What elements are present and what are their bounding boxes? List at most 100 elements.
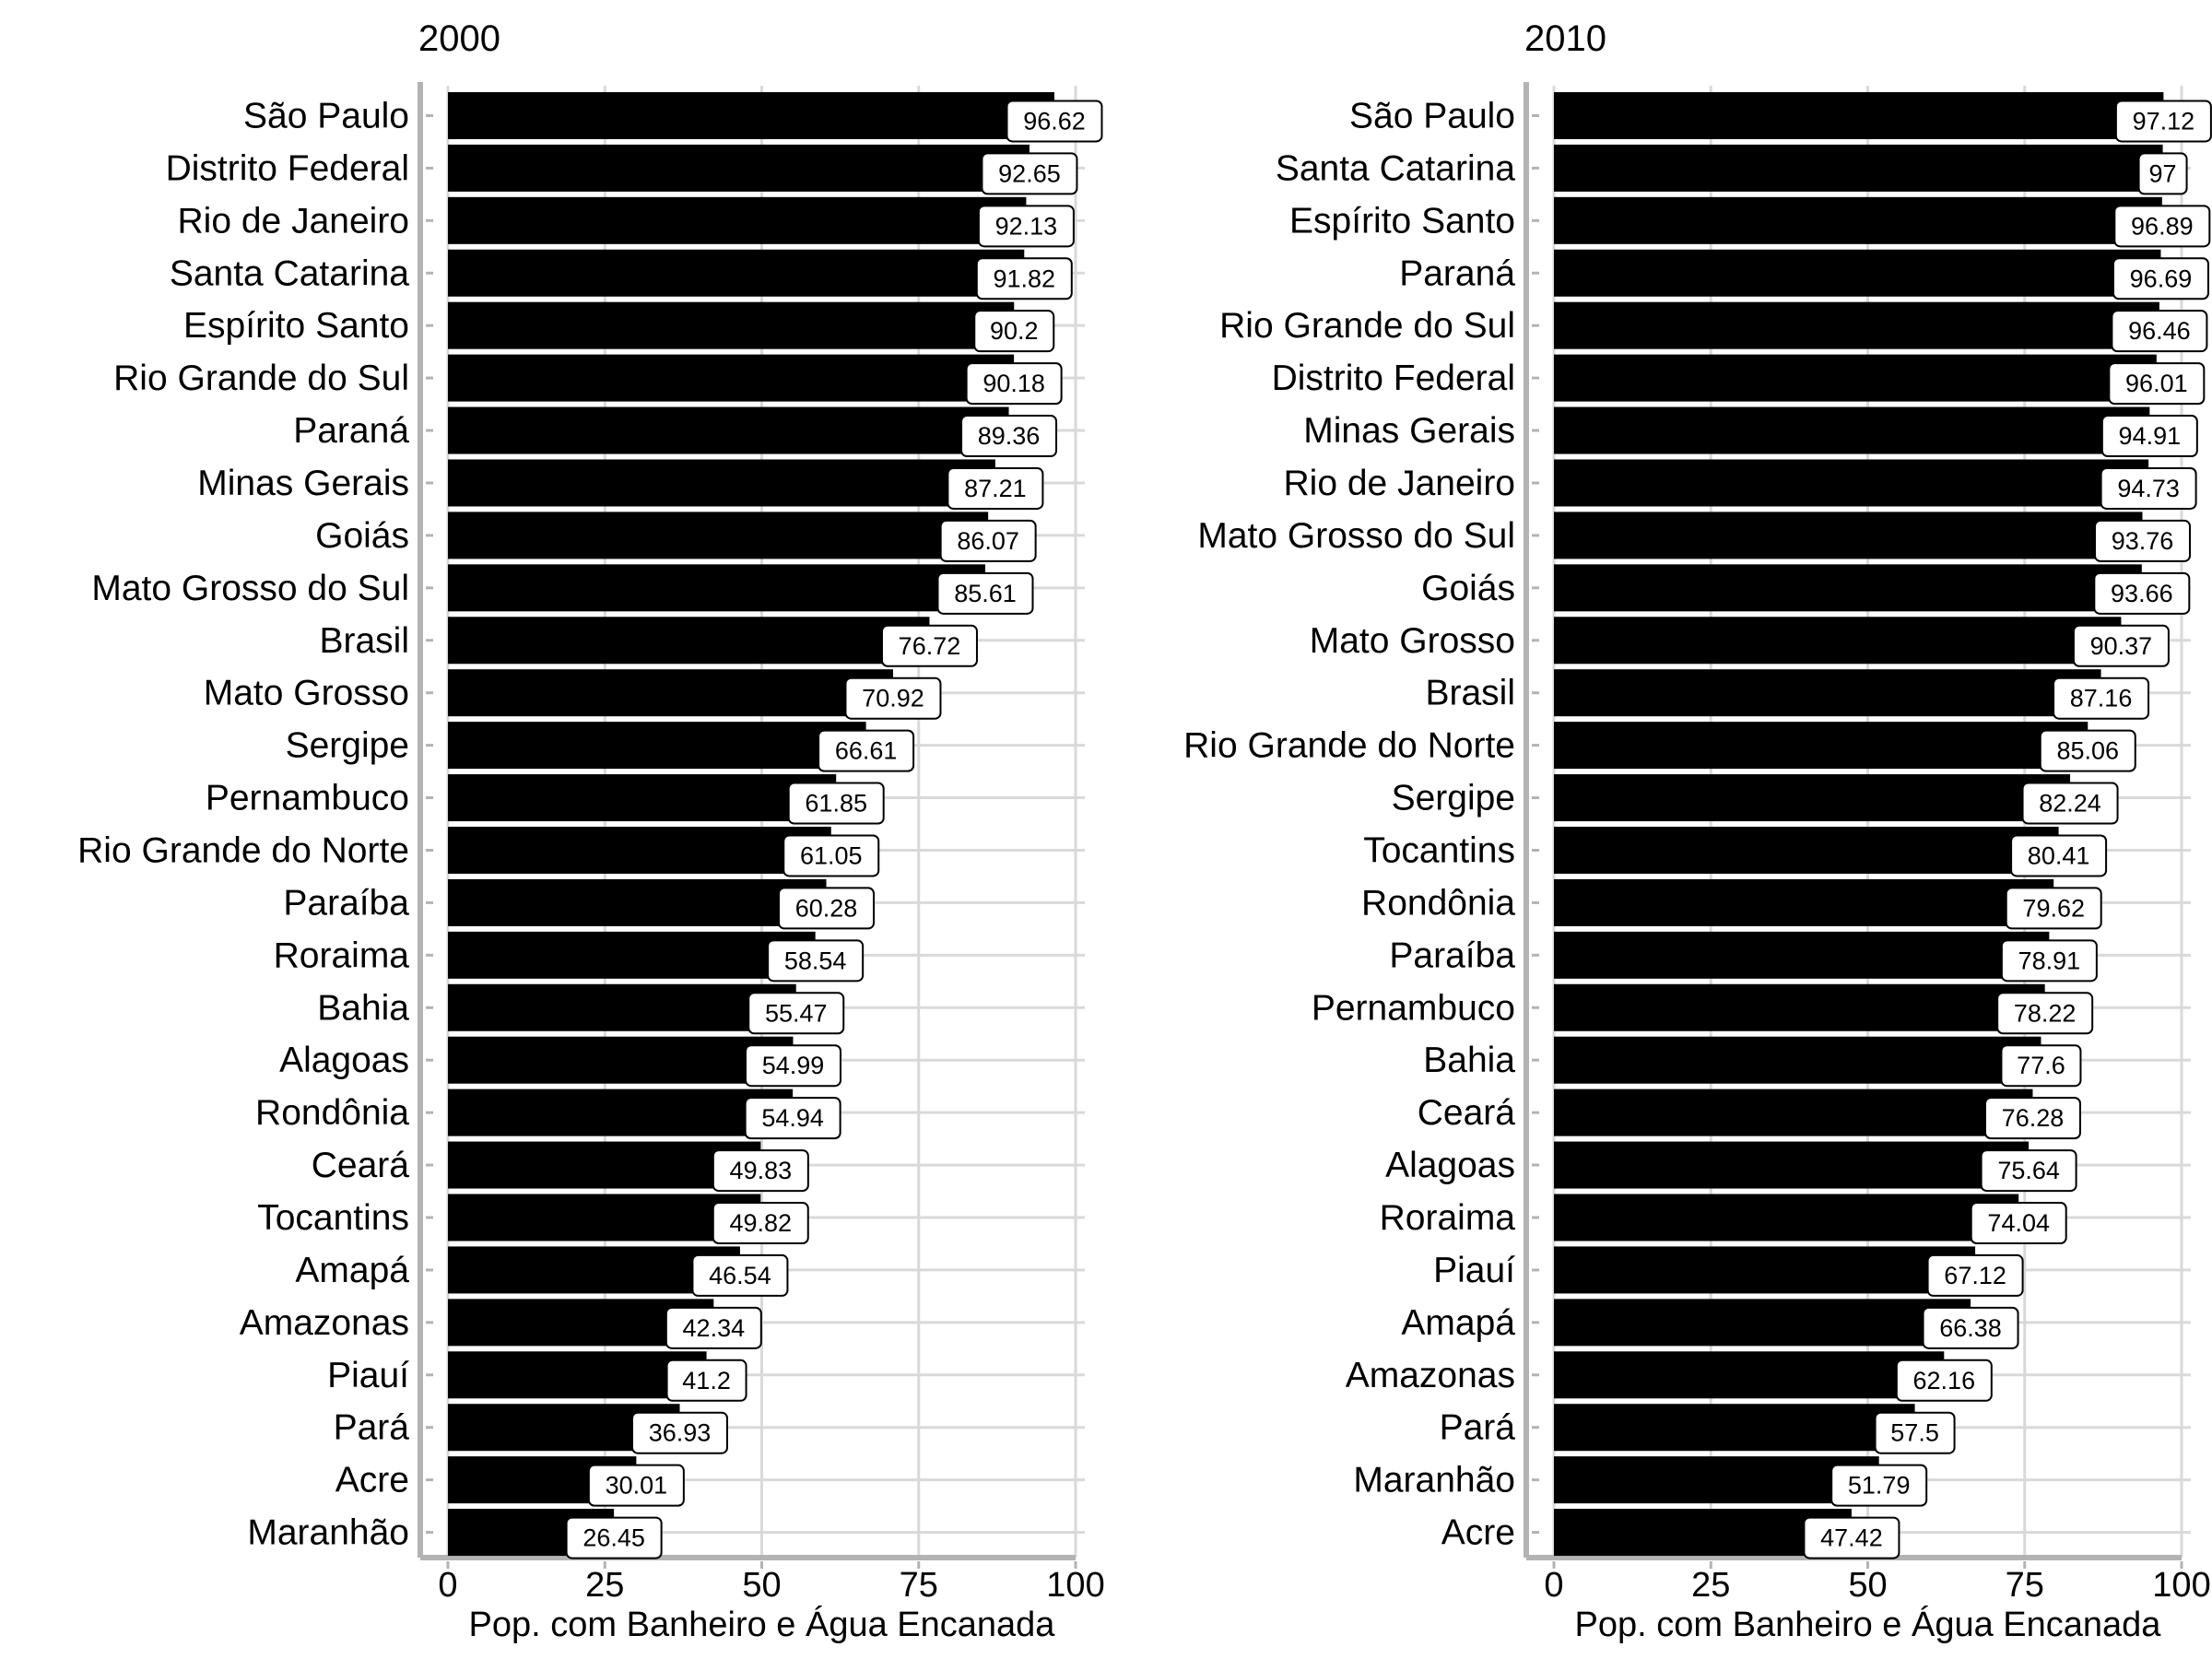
bar-alagoas [1554, 1141, 2030, 1189]
data-label: 92.65 [998, 159, 1061, 187]
data-label: 58.54 [784, 947, 847, 974]
data-label-box [712, 1149, 809, 1193]
x-tick-label: 25 [1691, 1566, 1730, 1605]
category-label: Amapá [1401, 1303, 1515, 1343]
data-label: 90.37 [2090, 632, 2153, 660]
category-label: Minas Gerais [197, 464, 409, 503]
data-label-box [2094, 519, 2192, 562]
category-label: Piauí [327, 1356, 409, 1395]
data-label: 61.05 [800, 841, 863, 869]
category-label: Rio Grande do Sul [1219, 306, 1515, 346]
category-label: Alagoas [279, 1041, 409, 1080]
data-label-box [973, 310, 1055, 353]
data-label: 70.92 [862, 685, 924, 712]
data-label-box [2005, 887, 2102, 930]
bar-maranhao [1554, 1456, 1879, 1504]
x-tick-label: 75 [900, 1566, 938, 1605]
data-label: 55.47 [765, 999, 828, 1027]
data-label: 87.21 [964, 475, 1027, 502]
data-label-box [977, 205, 1075, 248]
data-label-box [2113, 205, 2211, 248]
category-label: Santa Catarina [170, 253, 409, 293]
category-label: Ceará [312, 1146, 410, 1185]
bar-tocantins [1554, 826, 2059, 874]
data-label-box [2053, 677, 2150, 720]
data-label-box [1922, 1306, 2019, 1349]
category-label: Amapá [295, 1251, 409, 1290]
data-label: 51.79 [1848, 1472, 1911, 1500]
data-label: 89.36 [978, 422, 1041, 450]
data-label: 41.2 [682, 1367, 731, 1394]
data-label: 54.94 [761, 1104, 824, 1132]
data-label-box [2010, 834, 2108, 877]
bar-mato-grosso [448, 669, 893, 717]
data-label: 96.89 [2131, 212, 2194, 240]
bar-santa-catarina [448, 249, 1025, 297]
data-label: 60.28 [795, 894, 858, 922]
data-label-box [880, 624, 978, 667]
x-axis-title: Pop. com Banheiro e Água Encanada [1575, 1605, 2162, 1644]
category-label: Pará [1440, 1408, 1516, 1448]
category-label: Espírito Santo [1289, 201, 1515, 241]
x-tick-label: 100 [2152, 1566, 2210, 1605]
category-label: Paraná [293, 411, 409, 451]
bar-distrito-federal [1554, 354, 2157, 402]
bar-minas-gerais [448, 459, 995, 507]
bar-santa-catarina [1554, 144, 2163, 192]
data-label-box [936, 571, 1034, 615]
category-label: Alagoas [1385, 1146, 1515, 1185]
category-label: Rio Grande do Norte [1183, 726, 1515, 766]
category-label: Pernambuco [206, 779, 409, 818]
category-label: Mato Grosso [204, 674, 409, 713]
category-label: Paraíba [283, 883, 409, 923]
data-label: 91.82 [994, 265, 1056, 292]
data-label-box [747, 992, 845, 1035]
category-label: Minas Gerais [1303, 411, 1515, 451]
category-label: Mato Grosso [1310, 621, 1515, 661]
data-label: 96.01 [2125, 370, 2188, 397]
data-label-box [744, 1097, 841, 1140]
category-label: Rondônia [255, 1093, 409, 1133]
category-label: Sergipe [1392, 779, 1515, 818]
category-label: Bahia [1423, 1041, 1515, 1080]
data-label: 75.64 [1997, 1157, 2060, 1184]
data-label: 61.85 [805, 790, 867, 818]
bar-bahia [448, 983, 796, 1031]
data-label-box [2100, 415, 2198, 458]
data-label-box [665, 1306, 762, 1349]
category-label: Piauí [1433, 1251, 1515, 1290]
data-label-box [1970, 1201, 2067, 1244]
x-tick-label: 25 [585, 1566, 624, 1605]
category-label: Rio de Janeiro [178, 201, 409, 241]
data-label: 49.83 [730, 1157, 793, 1184]
bar-tocantins [448, 1194, 761, 1241]
data-label-box [1006, 100, 1103, 143]
data-label-box [1895, 1359, 1993, 1402]
category-label: Distrito Federal [1272, 359, 1515, 398]
x-tick-label: 0 [438, 1566, 457, 1605]
bar-rio-grande-do-norte [1554, 722, 2088, 770]
data-label-box [981, 152, 1078, 195]
bar-amapa [448, 1246, 740, 1294]
category-label: Rio Grande do Sul [113, 359, 409, 398]
bar-sao-paulo [448, 91, 1054, 139]
data-label: 87.16 [2070, 685, 2133, 712]
data-label-box [587, 1464, 685, 1507]
category-label: Tocantins [1363, 830, 1515, 870]
data-label-box [1874, 1411, 1956, 1454]
bar-paraiba [1554, 931, 2050, 979]
category-label: Mato Grosso do Sul [91, 569, 409, 608]
bar-rio-de-janeiro [448, 196, 1027, 244]
x-tick-label: 50 [742, 1566, 781, 1605]
data-label: 80.41 [2028, 841, 2090, 869]
data-label: 93.76 [2112, 527, 2174, 555]
data-label-box [630, 1411, 728, 1454]
bar-minas-gerais [1554, 406, 2150, 454]
data-label-box [844, 677, 942, 720]
data-label: 30.01 [606, 1472, 668, 1500]
data-label-box [2108, 362, 2206, 406]
data-label: 92.13 [995, 212, 1058, 240]
bar-roraima [1554, 1194, 2019, 1241]
bar-pernambuco [1554, 983, 2045, 1031]
data-label-box [691, 1253, 789, 1297]
